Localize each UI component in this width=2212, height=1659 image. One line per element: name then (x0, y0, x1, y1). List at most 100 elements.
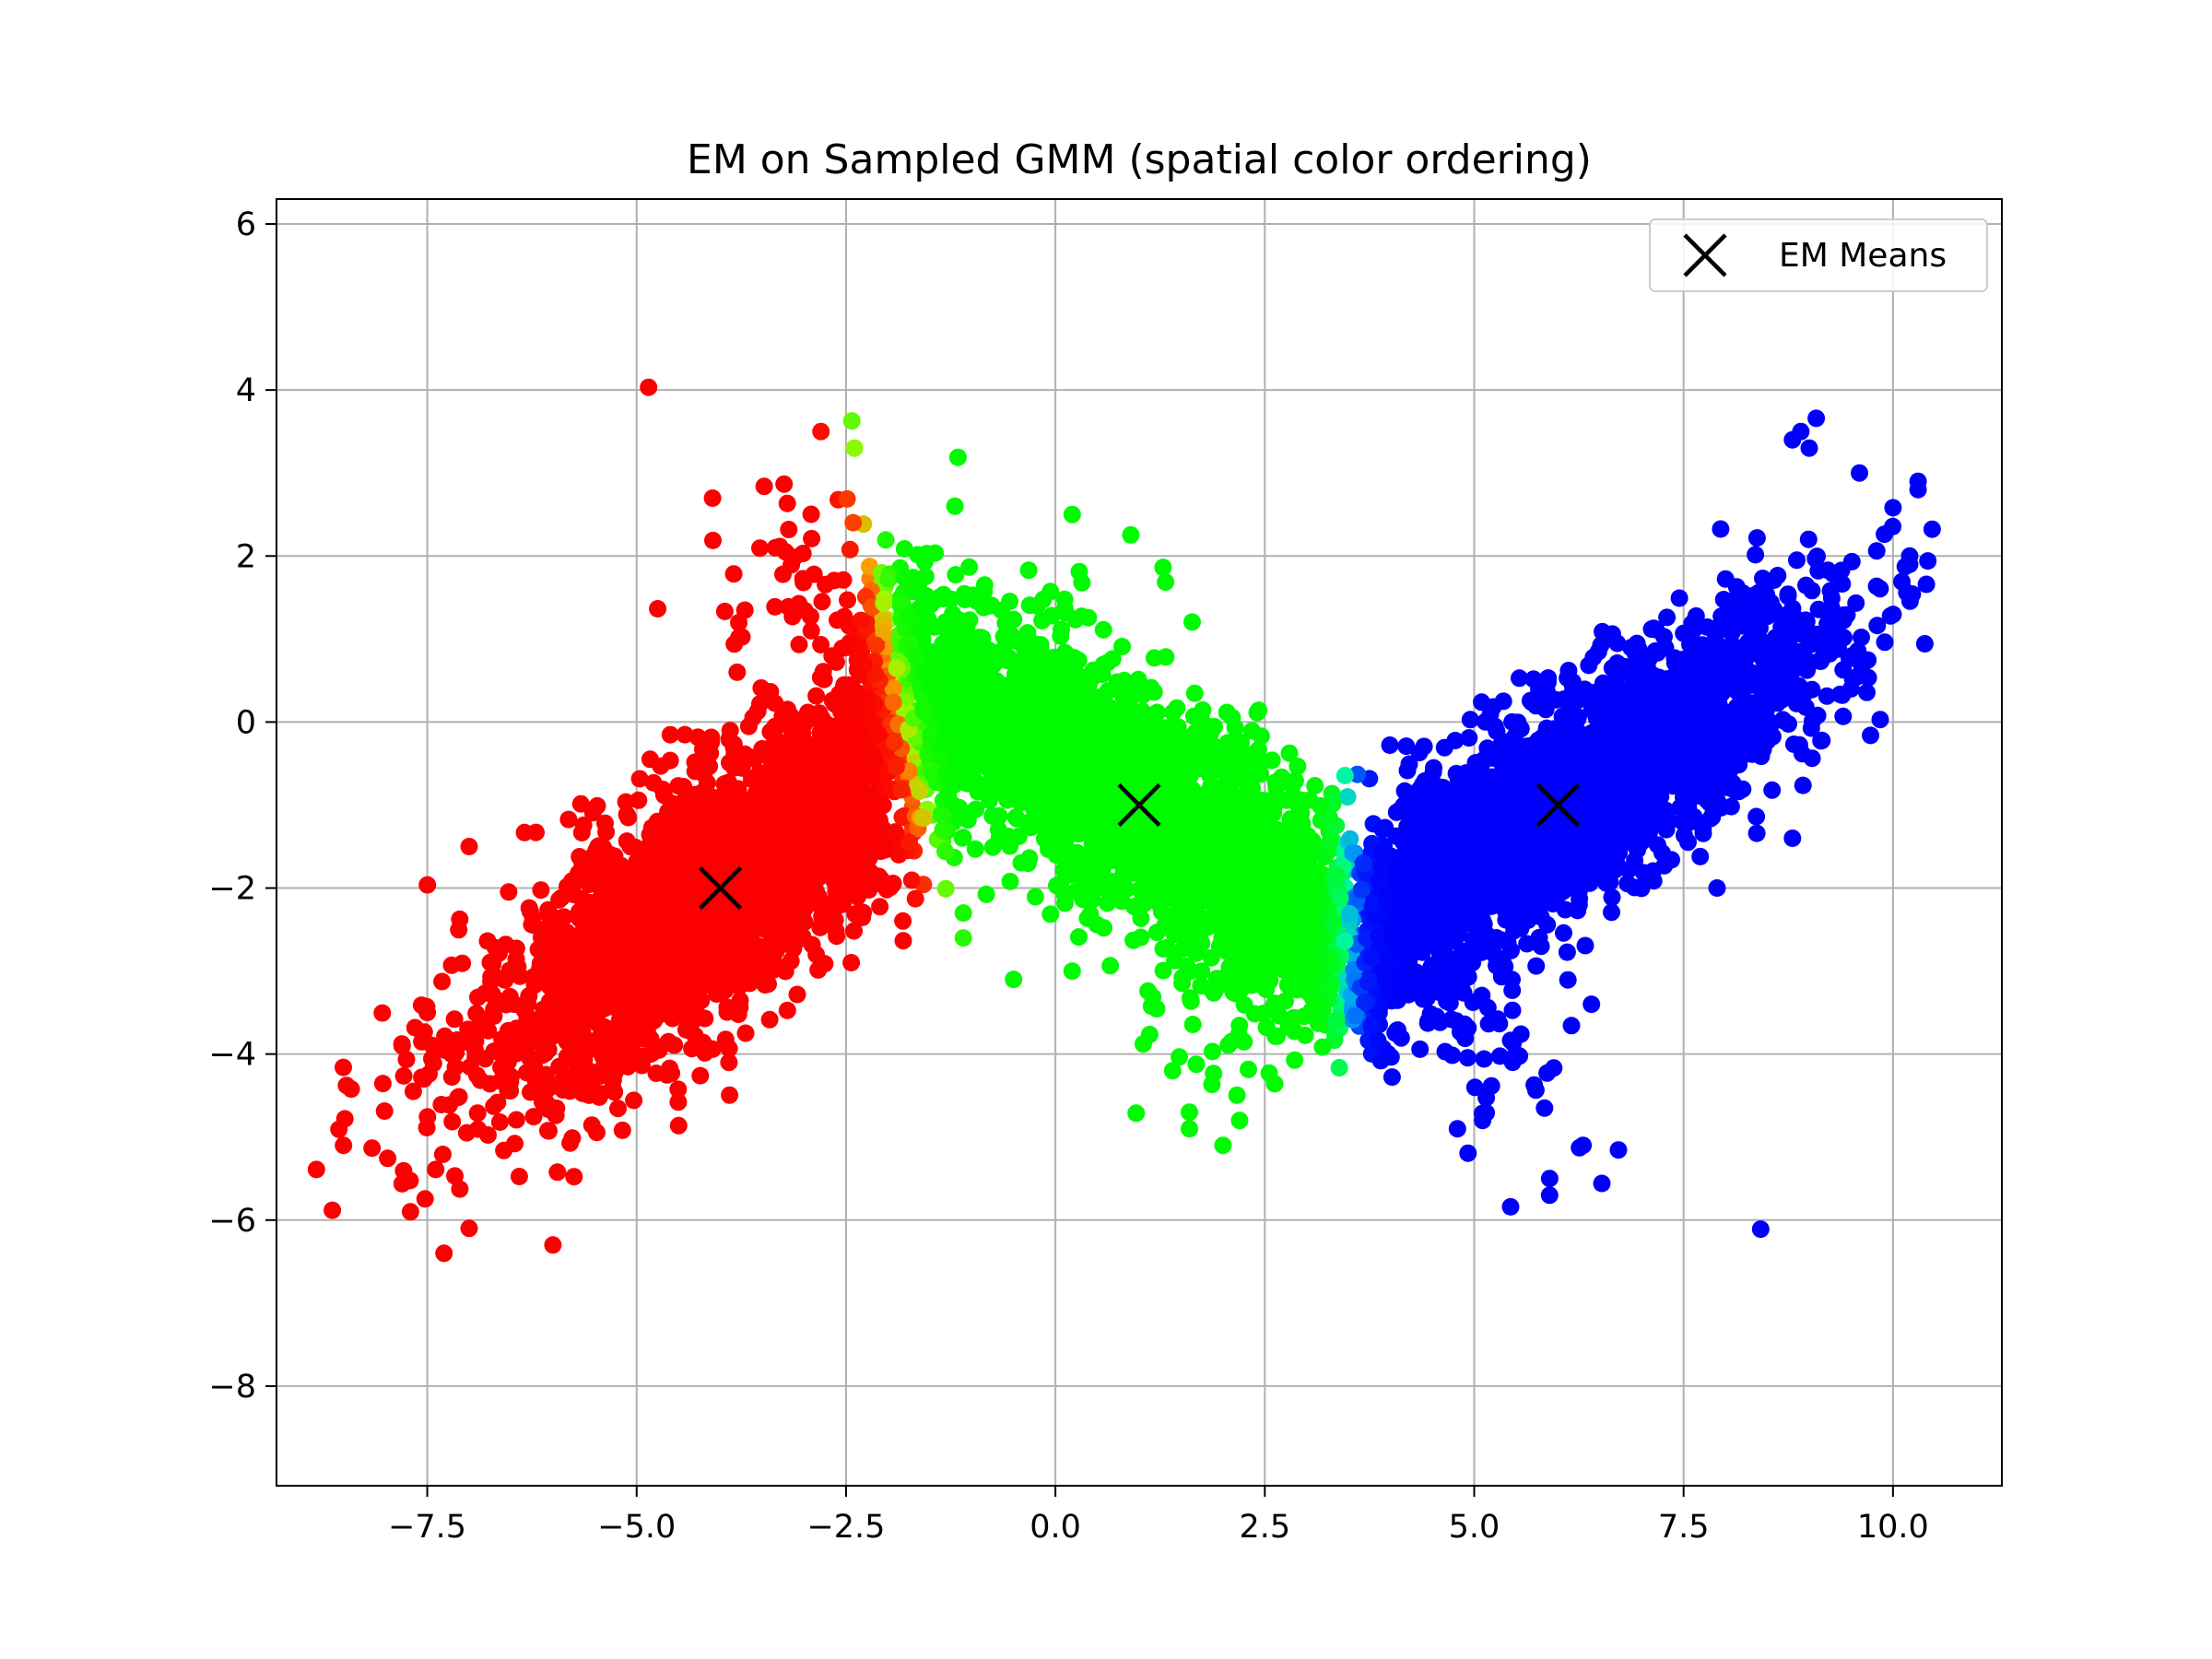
sample-point (500, 883, 518, 901)
sample-point (548, 1163, 567, 1182)
sample-point (511, 967, 529, 985)
sample-point (448, 1031, 466, 1049)
sample-point (443, 1112, 462, 1131)
sample-point (662, 938, 680, 957)
sample-point (572, 889, 591, 908)
sample-point (450, 1088, 468, 1106)
sample-point (724, 565, 743, 583)
sample-point (1154, 559, 1172, 577)
sample-point (886, 733, 904, 751)
sample-point (1147, 860, 1166, 878)
sample-point (759, 975, 777, 994)
sample-point (934, 820, 952, 839)
sample-point (947, 566, 965, 584)
sample-point (571, 794, 590, 813)
sample-point (778, 1001, 796, 1019)
sample-point (661, 725, 679, 744)
sample-point (515, 823, 534, 841)
sample-point (721, 1086, 739, 1104)
sample-point (1593, 1174, 1611, 1193)
sample-point (446, 1058, 465, 1077)
sample-point (568, 968, 585, 986)
sample-point (838, 489, 856, 508)
sample-point (1054, 861, 1073, 879)
sample-point (594, 1047, 612, 1065)
sample-point (552, 888, 571, 907)
sample-point (775, 475, 794, 493)
sample-point (610, 860, 629, 878)
sample-point (894, 932, 912, 950)
sample-point (721, 754, 738, 772)
sample-point (721, 815, 739, 832)
sample-point (835, 739, 853, 758)
sample-point (510, 1168, 528, 1185)
sample-point (418, 1108, 437, 1126)
sample-point (563, 1129, 582, 1147)
sample-point (623, 1006, 641, 1024)
sample-point (1129, 670, 1147, 688)
sample-point (994, 646, 1011, 664)
sample-point (1026, 888, 1044, 906)
sample-point (766, 694, 784, 712)
sample-point (379, 1149, 397, 1168)
sample-point (670, 1001, 688, 1018)
sample-point (490, 1113, 509, 1131)
sample-point (819, 798, 838, 817)
sample-point (1535, 1099, 1554, 1117)
sample-point (1226, 719, 1244, 736)
sample-point (619, 1056, 638, 1075)
sample-point (570, 902, 588, 921)
sample-point (650, 1041, 668, 1059)
sample-point (324, 1201, 342, 1219)
sample-point (1134, 686, 1152, 704)
sample-point (793, 883, 811, 901)
sample-point (669, 777, 688, 795)
sample-point (683, 872, 701, 890)
sample-point (1459, 1018, 1477, 1037)
sample-point (558, 1048, 576, 1065)
sample-point (1249, 799, 1267, 818)
data-points (307, 378, 1941, 1263)
sample-point (559, 1016, 577, 1034)
sample-point (688, 951, 706, 970)
sample-point (504, 995, 523, 1013)
sample-point (932, 806, 950, 824)
sample-point (363, 1139, 382, 1158)
sample-point (715, 602, 734, 620)
sample-point (715, 775, 734, 794)
sample-point (375, 1102, 394, 1120)
sample-point (578, 983, 596, 1002)
sample-point (688, 849, 707, 867)
sample-point (718, 1003, 736, 1021)
sample-point (731, 992, 749, 1009)
sample-point (906, 889, 924, 908)
sample-point (919, 612, 937, 630)
sample-point (900, 607, 919, 626)
sample-point (394, 1161, 413, 1180)
sample-point (693, 783, 711, 802)
sample-point (653, 780, 672, 798)
sample-point (1019, 561, 1038, 580)
sample-point (1246, 856, 1265, 874)
sample-point (911, 782, 929, 800)
sample-point (794, 570, 812, 588)
sample-point (842, 412, 861, 430)
sample-point (694, 740, 712, 759)
sample-point (580, 1086, 598, 1104)
sample-point (536, 1069, 555, 1088)
sample-point (496, 971, 514, 989)
sample-point (520, 899, 538, 917)
sample-point (1124, 931, 1143, 949)
sample-point (649, 600, 667, 618)
sample-point (613, 1121, 631, 1139)
sample-point (616, 893, 633, 912)
sample-point (1194, 912, 1212, 930)
sample-point (565, 1168, 583, 1186)
sample-point (507, 1111, 525, 1129)
sample-point (839, 591, 856, 609)
sample-point (1031, 636, 1050, 654)
sample-point (1041, 905, 1060, 924)
sample-point (1266, 773, 1285, 792)
sample-point (794, 927, 812, 946)
sample-point (1609, 1141, 1628, 1159)
